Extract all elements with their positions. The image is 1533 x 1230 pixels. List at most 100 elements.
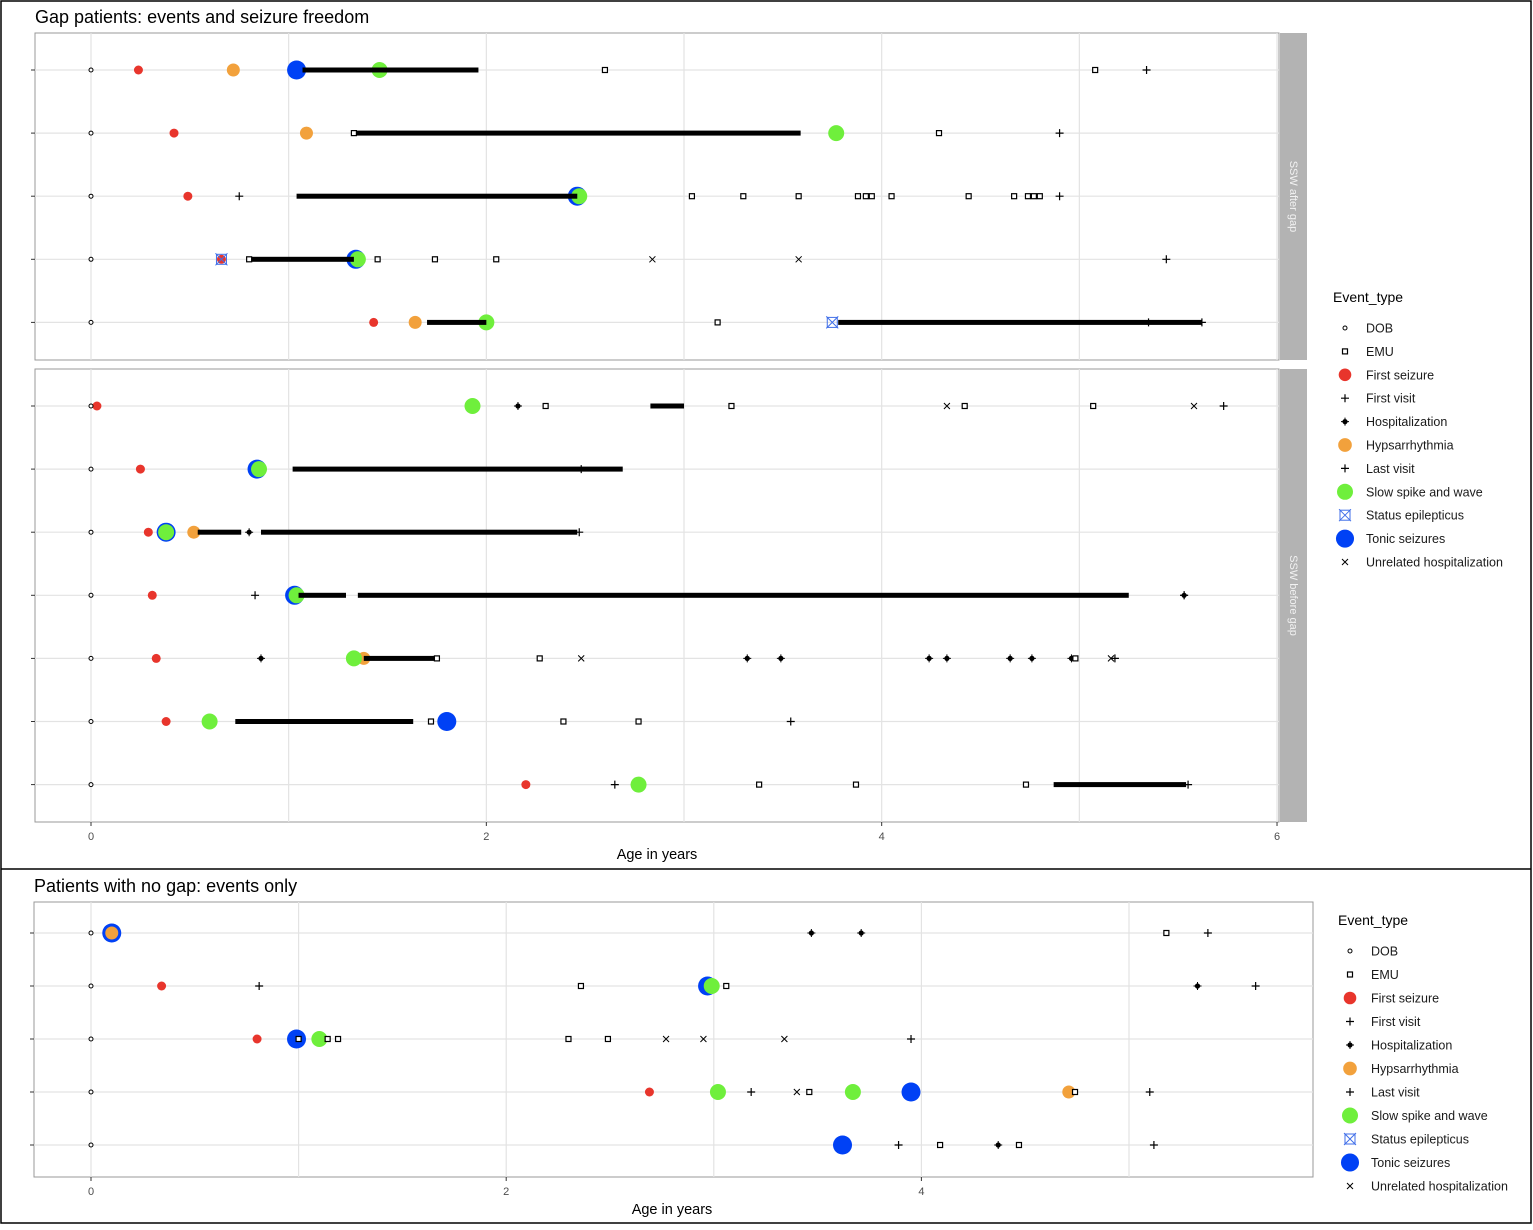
x-tick-label: 0 — [88, 1186, 94, 1198]
hospitalization-cross — [776, 654, 785, 663]
emu-marker — [431, 256, 439, 263]
last-visit-marker — [575, 528, 584, 537]
hospitalization-cross — [1346, 1041, 1354, 1049]
emu-marker — [1092, 66, 1099, 74]
slow-spike-wave-marker — [630, 776, 647, 793]
x-tick-label: 2 — [483, 831, 489, 843]
dob-marker — [88, 1089, 94, 1095]
emu-marker — [350, 130, 358, 137]
emu-marker — [635, 718, 642, 725]
hypsarrhythmia-marker — [1338, 438, 1352, 452]
hospitalization-cross — [925, 654, 934, 663]
tonic-seizure-marker — [1335, 529, 1355, 548]
hospitalization-cross — [1193, 982, 1202, 990]
last-visit-marker — [1219, 402, 1228, 410]
patient-row — [88, 522, 584, 542]
first-seizure-marker — [183, 191, 193, 201]
first-seizure-marker — [369, 317, 379, 327]
seizure-free-gap-bar — [292, 466, 623, 472]
unrelated-hospitalization-marker — [793, 1088, 801, 1096]
emu-marker — [961, 402, 968, 410]
emu-marker — [728, 402, 735, 410]
hospitalization-marker — [256, 654, 265, 663]
emu-marker — [295, 1035, 302, 1043]
hospitalization-marker — [1346, 1041, 1354, 1049]
legend-label: First seizure — [1371, 992, 1439, 1006]
legend-item: Status epilepticus — [1338, 508, 1464, 523]
patient-row — [88, 249, 1171, 269]
dob-marker — [88, 782, 94, 788]
status-x — [1343, 1132, 1357, 1146]
patient-row — [88, 712, 795, 731]
emu-marker — [374, 256, 381, 263]
tonic-seizure-marker — [287, 60, 307, 80]
facet-panel: SSW after gap — [31, 32, 1307, 361]
last-visit-marker — [1162, 255, 1171, 264]
hospitalization-cross — [942, 654, 951, 663]
hospitalization-marker — [1341, 417, 1349, 426]
hospitalization-cross — [1006, 654, 1015, 663]
status-box — [1344, 1133, 1356, 1145]
seizure-free-gap-bar — [1053, 782, 1187, 788]
unrelated-hospitalization-marker — [1190, 402, 1198, 410]
status-box — [215, 253, 227, 265]
legend-label: First seizure — [1366, 368, 1434, 382]
last-visit-marker — [1184, 780, 1193, 789]
seizure-free-gap-bar — [298, 592, 346, 598]
legend-item: Hypsarrhythmia — [1343, 1061, 1459, 1076]
legend-item: Last visit — [1346, 1086, 1420, 1100]
legend-label: Status epilepticus — [1366, 509, 1464, 523]
legend-label: Slow spike and wave — [1371, 1109, 1488, 1123]
legend-item: Hypsarrhythmia — [1338, 438, 1454, 453]
legend-label: Hypsarrhythmia — [1366, 439, 1454, 453]
unrelated-hospitalization-marker — [1346, 1182, 1354, 1190]
patient-row — [88, 60, 1151, 80]
dob-marker — [88, 719, 94, 724]
patient-row — [88, 314, 1206, 331]
hypsarrhythmia-marker — [226, 63, 240, 77]
hospitalization-cross — [1027, 654, 1036, 663]
seizure-free-gap-bar — [296, 193, 578, 199]
dob-marker — [1342, 325, 1348, 331]
status-x — [215, 252, 228, 266]
legend-item: First seizure — [1338, 368, 1434, 382]
legend-label: Tonic seizures — [1371, 1156, 1450, 1170]
emu-marker — [740, 193, 747, 200]
legend-item: Unrelated hospitalization — [1341, 556, 1503, 570]
hypsarrhythmia-marker — [408, 315, 422, 329]
first-visit-marker — [255, 982, 264, 990]
slow-spike-wave-marker — [251, 461, 268, 478]
emu-marker — [723, 982, 730, 990]
hypsarrhythmia-marker — [105, 926, 119, 940]
last-visit-marker — [1180, 591, 1189, 600]
hospitalization-marker — [1027, 654, 1036, 663]
status-x — [1338, 508, 1352, 522]
emu-marker — [1346, 971, 1354, 978]
first-seizure-marker — [135, 464, 145, 474]
legend-item: Last visit — [1341, 462, 1415, 476]
legend-label: Last visit — [1371, 1086, 1420, 1100]
legend-item: First seizure — [1343, 991, 1439, 1006]
facet-panel — [30, 901, 1314, 1178]
first-seizure-marker — [252, 1034, 262, 1044]
legend-item: Slow spike and wave — [1337, 483, 1483, 500]
tonic-seizure-marker — [901, 1082, 921, 1102]
legend-item: DOB — [1342, 322, 1393, 336]
dob-marker — [88, 983, 94, 989]
legend-title: Event_type — [1333, 289, 1403, 305]
x-axis-label: Age in years — [632, 1202, 713, 1218]
emu-marker — [888, 193, 895, 200]
slow-spike-wave-marker — [844, 1084, 861, 1100]
first-seizure-marker — [1343, 991, 1357, 1005]
unrelated-hospitalization-marker — [662, 1035, 670, 1043]
legend-item: EMU — [1346, 968, 1399, 982]
first-seizure-marker — [157, 981, 167, 991]
first-visit-marker — [235, 192, 244, 201]
last-visit-marker — [1110, 654, 1119, 663]
emu-marker — [1015, 1141, 1023, 1149]
first-visit-marker — [251, 591, 260, 600]
emu-marker — [965, 193, 972, 200]
slow-spike-wave-marker — [709, 1084, 726, 1100]
first-visit-marker — [1144, 318, 1153, 327]
